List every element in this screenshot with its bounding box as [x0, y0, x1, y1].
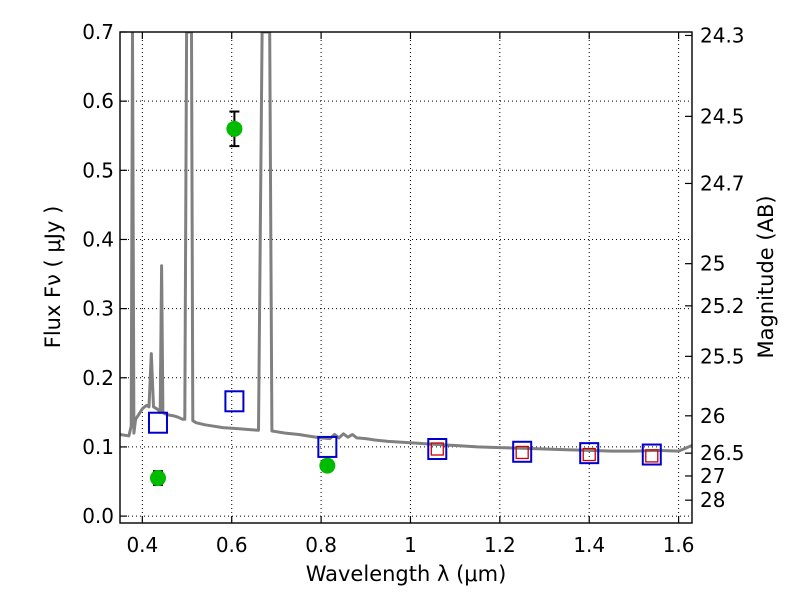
observed-point — [149, 470, 166, 487]
y-tick-label: 0.5 — [82, 158, 114, 182]
plot-area — [120, 32, 692, 487]
limit-square-marker — [645, 449, 659, 463]
observed-point — [319, 457, 336, 474]
right-tick-label: 24.5 — [700, 104, 745, 128]
x-tick-label: 1 — [404, 533, 417, 557]
limit-square-marker — [582, 447, 596, 462]
right-tick-label: 25 — [700, 252, 725, 276]
x-tick-label: 1.4 — [573, 533, 605, 557]
right-tick-label: 26 — [700, 404, 725, 428]
model-square-marker — [641, 443, 662, 466]
y-tick-label: 0.0 — [82, 504, 114, 528]
limit-square-marker — [430, 442, 444, 456]
right-tick-label: 28 — [700, 488, 725, 512]
y-tick-label: 0.2 — [82, 366, 114, 390]
right-tick-label: 24.3 — [700, 23, 745, 47]
right-tick-label: 24.7 — [700, 171, 745, 195]
axes-ticks: 0.4 0.6 0.8 1 1.2 1.4 1.6 0.0 0.1 0.2 0.3 0.4 0.5 0.6… — [82, 20, 744, 557]
model-square-marker — [224, 390, 245, 413]
y-tick-label: 0.7 — [82, 20, 114, 44]
y-tick-label: 0.3 — [82, 297, 114, 321]
x-tick-label: 1.2 — [484, 533, 516, 557]
y-tick-label: 0.4 — [82, 227, 114, 251]
model-square-marker — [579, 442, 600, 465]
right-tick-label: 27 — [700, 464, 725, 488]
y-tick-label: 0.6 — [82, 89, 114, 113]
model-square-marker — [317, 435, 338, 458]
x-tick-label: 0.4 — [126, 533, 158, 557]
right-tick-label: 25.5 — [700, 344, 745, 368]
x-tick-label: 0.8 — [305, 533, 337, 557]
right-tick-label: 25.2 — [700, 294, 745, 318]
limit-square-marker — [515, 445, 529, 460]
right-tick-label: 26.5 — [700, 441, 745, 465]
y-axis-label: Flux Fν ( μJy ) — [41, 206, 65, 349]
model-square-marker — [512, 440, 533, 463]
model-square-marker — [427, 438, 448, 461]
model-square-marker — [147, 411, 168, 434]
right-axis-label: Magnitude (AB) — [754, 195, 778, 358]
plot-frame — [119, 31, 693, 524]
x-axis-label: Wavelength λ (μm) — [306, 562, 507, 586]
x-tick-label: 1.6 — [663, 533, 695, 557]
x-tick-label: 0.6 — [216, 533, 248, 557]
y-tick-label: 0.1 — [82, 435, 114, 459]
observed-point — [226, 120, 243, 137]
